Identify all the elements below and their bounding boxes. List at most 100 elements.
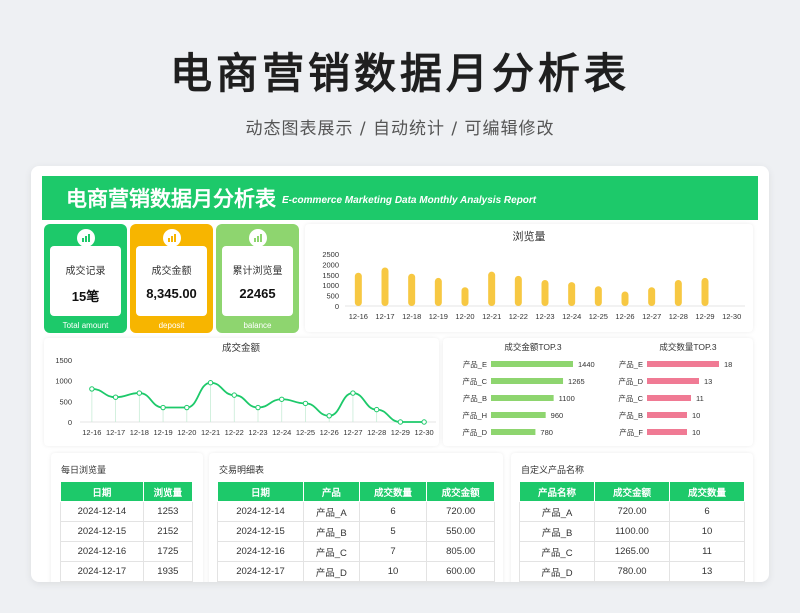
bar xyxy=(491,395,554,401)
transactions-table: 日期 产品 成交数量 成交金额 2024-12-14 产品_A 6 720.00 2024-12… xyxy=(217,481,495,582)
table-row[interactable]: 2024-12-14 1253 xyxy=(60,501,194,522)
table-cell[interactable]: 2024-12-16 xyxy=(60,541,144,562)
top3-panel: 成交金额TOP.3 产品_E 1440 产品_C 1265 产品_B 1100 产品_H 960… xyxy=(443,338,753,446)
table-row[interactable]: 2024-12-16 1725 xyxy=(60,541,194,562)
table-cell[interactable]: 产品_C xyxy=(302,541,360,562)
table-cell[interactable]: 6 xyxy=(669,501,745,522)
table-cell[interactable]: 产品_D xyxy=(519,561,595,582)
table-cell[interactable]: 550.00 xyxy=(426,521,495,542)
x-tick-label: 12-22 xyxy=(225,428,244,437)
x-tick-label: 12-22 xyxy=(509,312,528,321)
table-cell[interactable]: 1100.00 xyxy=(594,521,670,542)
x-tick-label: 12-17 xyxy=(375,312,394,321)
kpi-label: 累计浏览量 xyxy=(232,266,283,277)
table-cell[interactable]: 720.00 xyxy=(594,501,670,522)
x-tick-label: 12-20 xyxy=(177,428,196,437)
y-tick-label: 1500 xyxy=(55,356,72,365)
table-row[interactable]: 2024-12-15 产品_B 5 550.00 xyxy=(217,521,495,542)
x-tick-label: 12-23 xyxy=(535,312,554,321)
transactions-panel: 交易明细表 日期 产品 成交数量 成交金额 2024-12-14 产品_A 6 720.00 2… xyxy=(209,453,503,582)
page-title: 电商营销数据月分析表 xyxy=(169,49,630,98)
bar xyxy=(491,429,536,435)
column-header[interactable]: 日期 xyxy=(60,481,144,502)
bar xyxy=(594,286,602,306)
table-row[interactable]: 2024-12-17 1935 xyxy=(60,561,194,582)
data-label: 1265 xyxy=(568,377,585,386)
x-tick-label: 12-27 xyxy=(343,428,362,437)
table-cell[interactable]: 2024-12-16 xyxy=(217,541,304,562)
data-point xyxy=(421,419,427,425)
x-tick-label: 12-29 xyxy=(695,312,714,321)
transactions-title: 交易明细表 xyxy=(219,465,265,475)
table-cell[interactable]: 产品_D xyxy=(302,561,360,582)
table-cell[interactable]: 5 xyxy=(358,521,428,542)
table-cell[interactable]: 2024-12-14 xyxy=(217,501,304,522)
column-header[interactable]: 浏览量 xyxy=(142,481,194,502)
data-label: 18 xyxy=(724,360,732,369)
table-cell[interactable]: 1935 xyxy=(142,561,194,582)
daily-views-title: 每日浏览量 xyxy=(61,465,107,475)
table-cell[interactable]: 11 xyxy=(669,541,745,562)
table-cell[interactable]: 1725 xyxy=(142,541,194,562)
x-tick-label: 12-28 xyxy=(669,312,688,321)
table-row[interactable]: 产品_D 780.00 13 xyxy=(519,561,745,582)
data-point xyxy=(160,404,166,411)
table-cell[interactable]: 10 xyxy=(358,561,428,582)
table-cell[interactable]: 13 xyxy=(669,561,745,582)
bar xyxy=(381,267,389,306)
table-cell[interactable]: 6 xyxy=(358,501,428,522)
table-cell[interactable]: 720.00 xyxy=(426,501,495,522)
kpi-label: 成交金额 xyxy=(151,266,192,277)
top-quantity-bar-chart: 成交数量TOP.3 产品_E 18 产品_D 13 产品_C 11 产品_B 10 产品_F 10 xyxy=(618,342,732,437)
category-label: 产品_F xyxy=(619,427,643,437)
table-cell[interactable]: 产品_A xyxy=(519,501,595,522)
column-header[interactable]: 成交数量 xyxy=(669,481,745,502)
table-cell[interactable]: 805.00 xyxy=(426,541,495,562)
table-row[interactable]: 2024-12-15 2152 xyxy=(60,521,194,542)
table-cell[interactable]: 产品_B xyxy=(302,521,360,542)
bar xyxy=(647,378,699,384)
table-cell[interactable]: 2024-12-17 xyxy=(60,561,144,582)
table-cell[interactable]: 2024-12-15 xyxy=(217,521,304,542)
custom-products-title: 自定义产品名称 xyxy=(521,465,585,475)
y-tick-label: 2500 xyxy=(322,250,339,259)
x-tick-label: 12-30 xyxy=(415,428,434,437)
table-cell[interactable]: 产品_C xyxy=(519,541,595,562)
table-row[interactable]: 产品_C 1265.00 11 xyxy=(519,541,745,562)
column-header[interactable]: 产品 xyxy=(302,481,360,502)
table-cell[interactable]: 7 xyxy=(358,541,428,562)
table-header-row: 日期 产品 成交数量 成交金额 xyxy=(217,481,495,502)
table-cell[interactable]: 780.00 xyxy=(594,561,670,582)
table-cell[interactable]: 产品_B xyxy=(519,521,595,542)
column-header[interactable]: 日期 xyxy=(217,481,304,502)
table-row[interactable]: 2024-12-16 产品_C 7 805.00 xyxy=(217,541,495,562)
column-header[interactable]: 产品名称 xyxy=(519,481,595,502)
bar xyxy=(647,395,691,401)
table-cell[interactable]: 2024-12-17 xyxy=(217,561,304,582)
column-header[interactable]: 成交金额 xyxy=(426,481,495,502)
table-cell[interactable]: 1265.00 xyxy=(594,541,670,562)
table-cell[interactable]: 2024-12-15 xyxy=(60,521,144,542)
table-cell[interactable]: 2152 xyxy=(142,521,194,542)
bar xyxy=(491,412,546,418)
table-cell[interactable]: 1253 xyxy=(142,501,194,522)
bar xyxy=(647,361,719,367)
table-cell[interactable]: 10 xyxy=(669,521,745,542)
data-label: 13 xyxy=(704,377,712,386)
kpi-value: 22465 xyxy=(239,286,276,301)
table-row[interactable]: 产品_A 720.00 6 xyxy=(519,501,745,522)
column-header[interactable]: 成交金额 xyxy=(594,481,670,502)
table-row[interactable]: 产品_B 1100.00 10 xyxy=(519,521,745,542)
table-row[interactable]: 2024-12-14 产品_A 6 720.00 xyxy=(217,501,495,522)
banner-title: 电商营销数据月分析表 xyxy=(66,187,276,211)
table-cell[interactable]: 2024-12-14 xyxy=(60,501,144,522)
table-cell[interactable]: 产品_A xyxy=(302,501,360,522)
table-header-row: 日期 浏览量 xyxy=(60,481,194,502)
data-point xyxy=(326,413,332,419)
data-point xyxy=(231,392,237,398)
x-tick-label: 12-16 xyxy=(82,428,101,437)
table-row[interactable]: 2024-12-17 产品_D 10 600.00 xyxy=(217,561,495,582)
column-header[interactable]: 成交数量 xyxy=(358,481,428,502)
kpi-footer: balance xyxy=(243,321,272,330)
table-cell[interactable]: 600.00 xyxy=(426,561,495,582)
